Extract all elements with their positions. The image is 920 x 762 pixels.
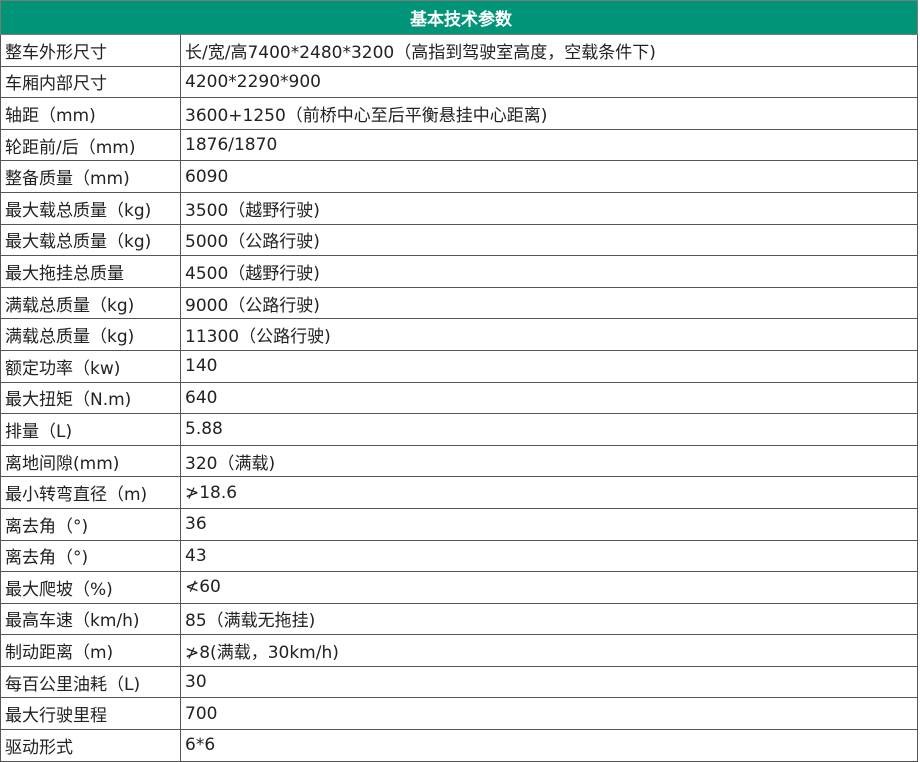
table-row: 每百公里油耗（L) 30 <box>0 665 918 699</box>
table-row: 离地间隙(mm) 320（满载) <box>0 444 918 478</box>
param-name-cell: 离地间隙(mm) <box>0 444 181 478</box>
param-name-cell: 满载总质量（kg) <box>0 286 181 320</box>
table-row: 满载总质量（kg) 9000（公路行驶) <box>0 286 918 320</box>
param-value-cell: 320（满载) <box>180 444 918 478</box>
table-row: 车厢内部尺寸 4200*2290*900 <box>0 65 918 99</box>
table-row: 整车外形尺寸 长/宽/高7400*2480*3200（高指到驾驶室高度，空载条件下… <box>0 34 918 67</box>
param-name-cell: 排量（L) <box>0 413 181 446</box>
table-row: 离去角（°) 43 <box>0 539 918 573</box>
table-row: 额定功率（kw) 140 <box>0 349 918 383</box>
param-name-cell: 最小转弯直径（m) <box>0 476 181 509</box>
param-name-cell: 制动距离（m) <box>0 634 181 667</box>
table-row: 整备质量（mm) 6090 <box>0 160 918 193</box>
param-value-cell: 700 <box>180 697 918 731</box>
param-value-cell: 5.88 <box>180 413 918 446</box>
param-value-cell: 43 <box>180 539 918 573</box>
param-name-cell: 最大拖挂总质量 <box>0 255 181 288</box>
param-name-cell: 驱动形式 <box>0 729 181 762</box>
table-body: 整车外形尺寸 长/宽/高7400*2480*3200（高指到驾驶室高度，空载条件下… <box>0 34 918 762</box>
param-name-cell: 最高车速（km/h) <box>0 602 181 636</box>
table-row: 最大爬坡（%) ≮60 <box>0 571 918 604</box>
table-row: 制动距离（m) ≯8(满载，30km/h) <box>0 634 918 667</box>
param-value-cell: 长/宽/高7400*2480*3200（高指到驾驶室高度，空载条件下) <box>180 34 918 67</box>
param-value-cell: 4200*2290*900 <box>180 65 918 99</box>
param-name-cell: 最大扭矩（N.m) <box>0 381 181 415</box>
param-value-cell: 1876/1870 <box>180 128 918 162</box>
table-row: 最大拖挂总质量 4500（越野行驶) <box>0 255 918 288</box>
table-row: 最大扭矩（N.m) 640 <box>0 381 918 415</box>
param-value-cell: 85（满载无拖挂) <box>180 602 918 636</box>
table-row: 最大载总质量（kg) 3500（越野行驶) <box>0 191 918 225</box>
param-name-cell: 最大载总质量（kg) <box>0 191 181 225</box>
param-name-cell: 额定功率（kw) <box>0 349 181 383</box>
param-value-cell: 11300（公路行驶) <box>180 318 918 351</box>
param-value-cell: 9000（公路行驶) <box>180 286 918 320</box>
param-name-cell: 每百公里油耗（L) <box>0 665 181 699</box>
table-row: 离去角（°) 36 <box>0 507 918 541</box>
param-value-cell: ≮60 <box>180 571 918 604</box>
param-value-cell: 3600+1250（前桥中心至后平衡悬挂中心距离) <box>180 97 918 130</box>
table-row: 驱动形式 6*6 <box>0 729 918 762</box>
param-value-cell: 4500（越野行驶) <box>180 255 918 288</box>
param-name-cell: 最大爬坡（%) <box>0 571 181 604</box>
param-name-cell: 最大行驶里程 <box>0 697 181 731</box>
param-name-cell: 车厢内部尺寸 <box>0 65 181 99</box>
table-row: 轴距（mm) 3600+1250（前桥中心至后平衡悬挂中心距离) <box>0 97 918 130</box>
param-value-cell: 5000（公路行驶) <box>180 223 918 257</box>
param-name-cell: 整备质量（mm) <box>0 160 181 193</box>
param-value-cell: 140 <box>180 349 918 383</box>
table-row: 最大载总质量（kg) 5000（公路行驶) <box>0 223 918 257</box>
param-name-cell: 离去角（°) <box>0 507 181 541</box>
table-row: 最高车速（km/h) 85（满载无拖挂) <box>0 602 918 636</box>
table-row: 最小转弯直径（m) ≯18.6 <box>0 476 918 509</box>
table-header-row: 基本技术参数 <box>0 0 918 35</box>
table-row: 最大行驶里程 700 <box>0 697 918 731</box>
param-value-cell: 36 <box>180 507 918 541</box>
param-name-cell: 最大载总质量（kg) <box>0 223 181 257</box>
param-name-cell: 整车外形尺寸 <box>0 34 181 67</box>
table-row: 排量（L) 5.88 <box>0 413 918 446</box>
param-value-cell: 3500（越野行驶) <box>180 191 918 225</box>
table-row: 轮距前/后（mm) 1876/1870 <box>0 128 918 162</box>
param-name-cell: 轴距（mm) <box>0 97 181 130</box>
param-value-cell: ≯8(满载，30km/h) <box>180 634 918 667</box>
param-value-cell: 6090 <box>180 160 918 193</box>
table-title: 基本技术参数 <box>0 0 918 35</box>
param-value-cell: 30 <box>180 665 918 699</box>
param-name-cell: 满载总质量（kg) <box>0 318 181 351</box>
param-value-cell: 6*6 <box>180 729 918 762</box>
param-name-cell: 轮距前/后（mm) <box>0 128 181 162</box>
param-value-cell: ≯18.6 <box>180 476 918 509</box>
param-value-cell: 640 <box>180 381 918 415</box>
table-row: 满载总质量（kg) 11300（公路行驶) <box>0 318 918 351</box>
param-name-cell: 离去角（°) <box>0 539 181 573</box>
